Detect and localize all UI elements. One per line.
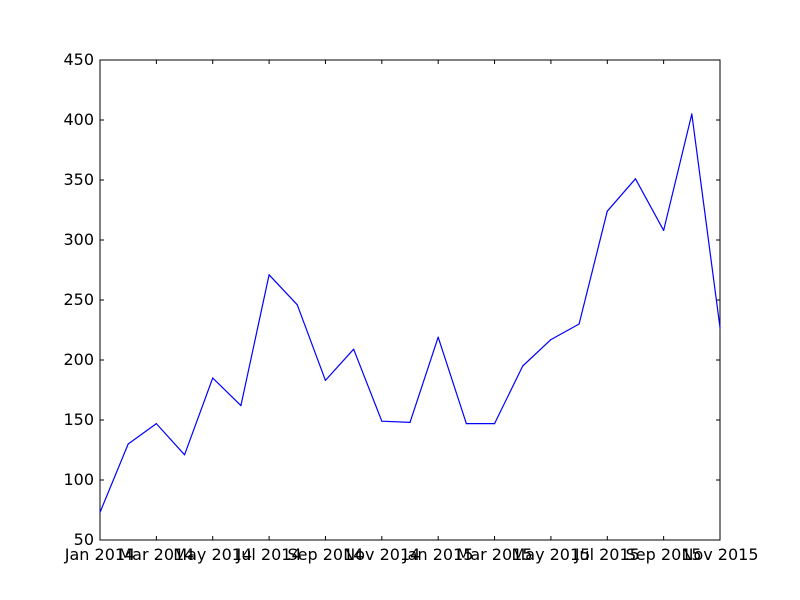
x-tick-label: Jan 2014 (64, 545, 135, 564)
data-point (212, 377, 214, 379)
data-point (493, 423, 496, 425)
data-point (663, 229, 665, 231)
y-tick-label: 100 (63, 470, 94, 489)
x-tick-label: Mar 2014 (118, 545, 194, 564)
data-point (268, 274, 270, 276)
data-point (324, 379, 327, 381)
data-point (155, 423, 157, 425)
data-point (353, 348, 355, 350)
x-tick-label: May 2015 (511, 545, 590, 564)
data-point (99, 511, 101, 513)
y-tick-label: 250 (63, 290, 94, 309)
data-point (719, 327, 721, 329)
y-tick-label: 350 (63, 170, 94, 189)
data-point (296, 304, 298, 306)
x-tick-label: Mar 2015 (457, 545, 533, 564)
x-tick-label: Nov 2015 (681, 545, 758, 564)
x-tick-label: Nov 2014 (343, 545, 420, 564)
series-layer (99, 113, 721, 513)
data-point (550, 339, 552, 341)
data-point (240, 405, 242, 407)
plot-area (99, 59, 721, 541)
y-tick-label: 200 (63, 350, 94, 369)
y-tick-label: 150 (63, 410, 94, 429)
data-point (578, 323, 580, 325)
x-tick-label: Sep 2014 (287, 545, 363, 564)
data-point (465, 423, 467, 425)
x-tick-label: Jan 2015 (402, 545, 473, 564)
data-point (381, 420, 383, 422)
x-tick-label: Jul 2015 (574, 545, 640, 564)
data-point (183, 454, 186, 456)
y-tick-label: 300 (63, 230, 94, 249)
y-tick-label: 400 (63, 110, 94, 129)
x-tick-label: Jul 2014 (236, 545, 302, 564)
y-tick-label: 50 (74, 530, 94, 549)
data-point (409, 421, 411, 423)
data-point (437, 336, 439, 338)
data-point (634, 178, 637, 180)
data-point (691, 113, 693, 115)
x-tick-label: Sep 2015 (626, 545, 702, 564)
data-point (522, 365, 524, 367)
y-tick-label: 450 (63, 50, 94, 69)
x-tick-label: May 2014 (173, 545, 252, 564)
y-axis: 50 100 150 200 250 300 350 400 450 (63, 50, 720, 549)
data-point (127, 443, 129, 445)
data-point (606, 210, 608, 212)
